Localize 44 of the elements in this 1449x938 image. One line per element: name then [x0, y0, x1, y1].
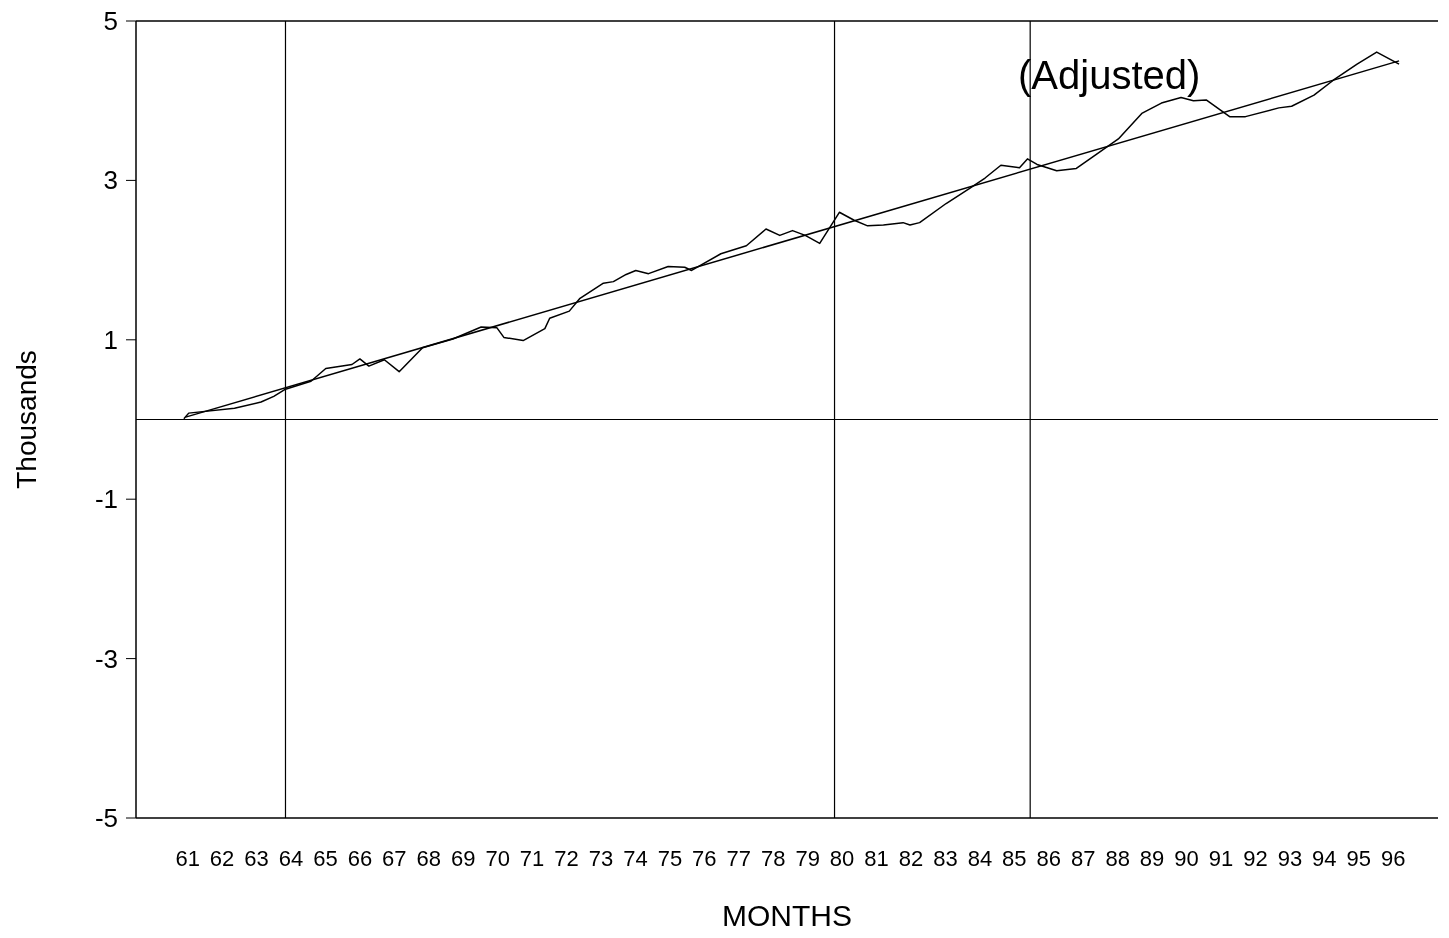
x-tick-label: 89 [1139, 846, 1165, 871]
x-tick-label: 75 [657, 846, 683, 871]
x-tick-label: 96 [1380, 846, 1406, 871]
x-tick-label: 71 [519, 846, 545, 871]
x-tick-label: 91 [1208, 846, 1234, 871]
x-tick-label: 92 [1243, 846, 1268, 871]
x-tick-label: 87 [1070, 846, 1096, 871]
x-tick-label: 74 [623, 846, 648, 871]
x-tick-label: 86 [1036, 846, 1062, 871]
x-tick-label: 78 [760, 846, 786, 871]
x-tick-label: 77 [726, 846, 752, 871]
y-tick-label: 5 [103, 6, 118, 36]
y-tick-label: 3 [103, 165, 118, 196]
y-tick-label: 1 [103, 324, 118, 355]
x-tick-label: 64 [278, 846, 304, 871]
y-tick-label: -3 [94, 643, 118, 674]
x-tick-label: 67 [382, 846, 407, 871]
x-tick-label: 83 [933, 846, 958, 871]
x-tick-label: 90 [1174, 846, 1199, 871]
x-axis-title: MONTHS [722, 899, 852, 932]
x-tick-label: 70 [485, 846, 510, 871]
x-tick-label: 63 [244, 846, 269, 871]
x-tick-label: 88 [1105, 846, 1130, 871]
x-tick-label: 62 [209, 846, 235, 871]
x-tick-label: 81 [864, 846, 889, 871]
x-tick-label: 82 [898, 846, 924, 871]
x-tick-label: 72 [554, 846, 579, 871]
x-tick-label: 69 [450, 846, 476, 871]
x-tick-label: 68 [416, 846, 442, 871]
x-tick-label: 94 [1312, 846, 1337, 871]
x-tick-label: 95 [1346, 846, 1372, 871]
x-tick-label: 65 [313, 846, 338, 871]
x-tick-label: 79 [795, 846, 820, 871]
y-tick-label: -5 [94, 803, 118, 833]
x-tick-label: 66 [347, 846, 373, 871]
x-tick-label: 84 [967, 846, 993, 871]
y-tick-label: -1 [94, 484, 118, 515]
x-tick-label: 61 [175, 846, 200, 871]
x-tick-label: 80 [829, 846, 855, 871]
x-tick-label: 93 [1277, 846, 1303, 871]
y-axis-title: Thousands [10, 350, 42, 489]
x-tick-label: 85 [1002, 846, 1027, 871]
x-tick-label: 76 [692, 846, 717, 871]
x-tick-label: 73 [588, 846, 614, 871]
